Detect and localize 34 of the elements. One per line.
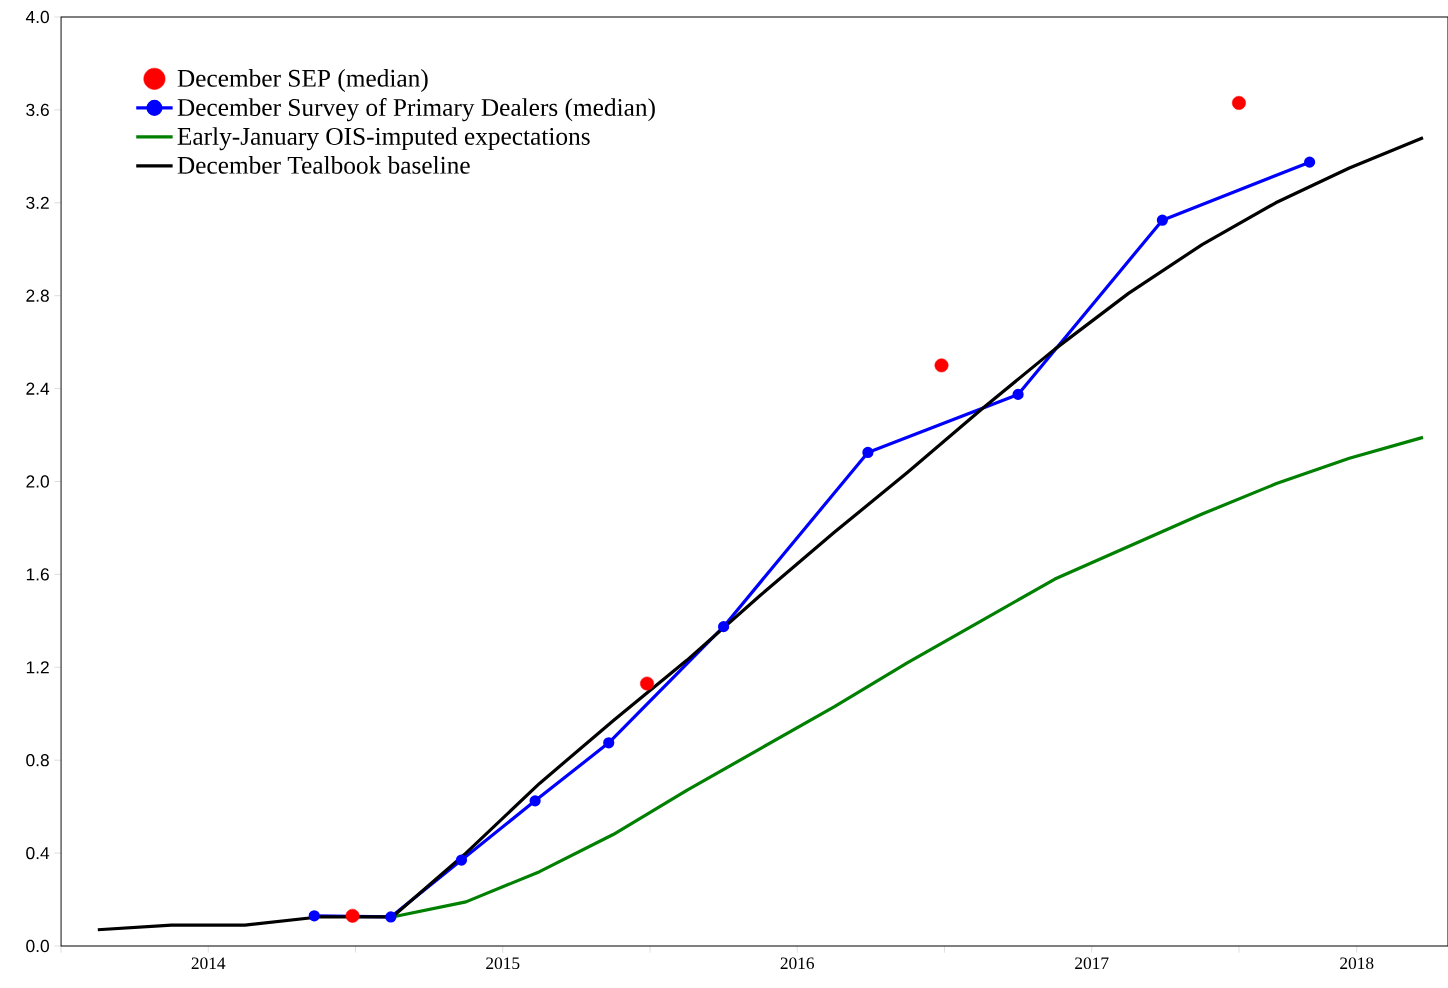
legend-label: December SEP (median) [177, 69, 428, 93]
point [1156, 214, 1168, 226]
y-tick-label: 2.4 [26, 382, 50, 395]
point [934, 358, 949, 373]
point [640, 676, 654, 691]
point [308, 910, 320, 922]
legend-label: Early-January OIS-imputed expectations [177, 127, 590, 151]
x-tick-label: 2018 [1340, 957, 1374, 970]
x-tick-label: 2014 [191, 957, 226, 970]
y-tick-label: 2.0 [26, 475, 49, 488]
y-tick-label: 1.2 [26, 661, 49, 674]
y-tick-label: 0.0 [26, 939, 49, 953]
x-tick-label: 2017 [1075, 957, 1109, 970]
point [345, 908, 360, 923]
point [717, 621, 730, 633]
point [862, 446, 874, 459]
point [455, 854, 468, 866]
legend-label: December Survey of Primary Dealers (median) [177, 97, 655, 122]
y-tick-label: 1.6 [26, 568, 49, 581]
y-tick-label: 4.0 [25, 10, 49, 24]
y-tick-label: 2.8 [26, 289, 49, 302]
point [1232, 95, 1246, 110]
point [529, 795, 541, 807]
y-tick-label: 3.2 [26, 196, 49, 209]
point [385, 911, 397, 923]
x-tick-label: 2016 [780, 957, 815, 970]
y-tick-label: 0.8 [26, 754, 49, 767]
y-tick-label: 0.4 [26, 846, 50, 860]
point [603, 737, 615, 749]
point [1012, 388, 1024, 400]
x-tick-label: 2015 [486, 957, 520, 970]
legend-label: December Tealbook baseline [177, 156, 470, 174]
point [1304, 156, 1316, 168]
y-tick-label: 3.6 [26, 103, 49, 117]
